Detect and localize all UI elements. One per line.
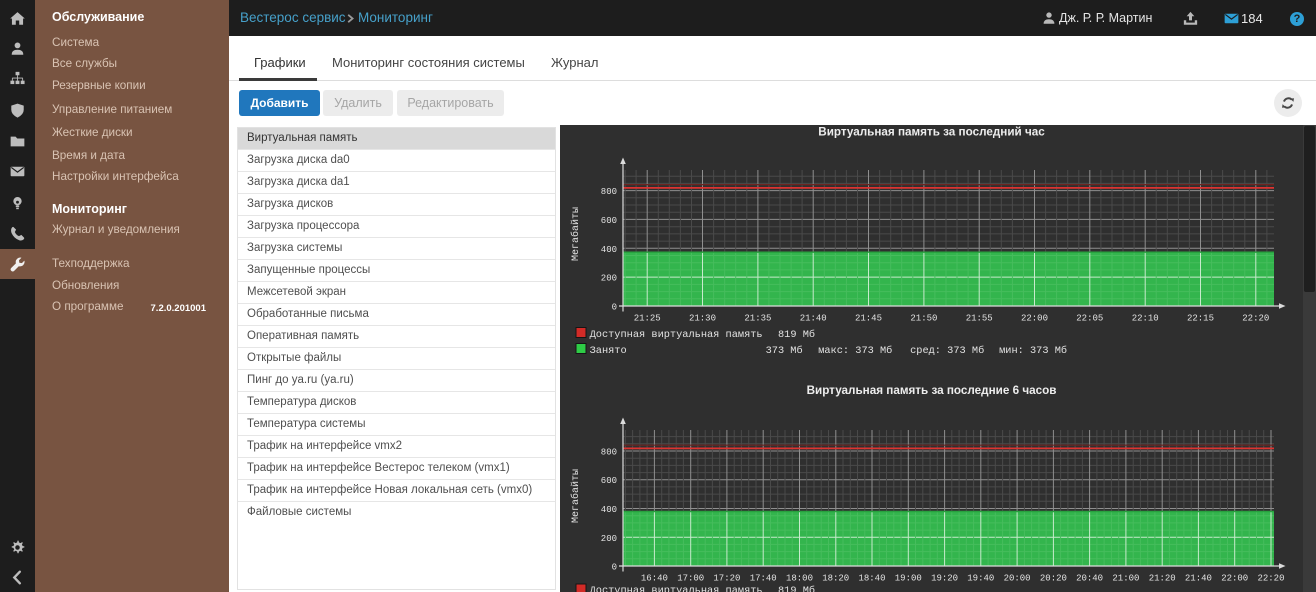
svg-text:Виртуальная память за последни: Виртуальная память за последние 6 часов [807,384,1057,397]
svg-text:Мегабайты: Мегабайты [569,207,582,261]
svg-text:819 Мб: 819 Мб [778,328,815,341]
svg-text:Доступная виртуальная память: Доступная виртуальная память [590,585,763,592]
svg-text:600: 600 [601,476,617,486]
svg-text:21:35: 21:35 [744,314,771,324]
svg-text:Занято: Занято [590,345,627,357]
svg-text:819 Мб: 819 Мб [778,584,815,592]
svg-text:17:00: 17:00 [677,574,704,584]
svg-text:16:40: 16:40 [641,574,668,584]
svg-text:22:00: 22:00 [1021,314,1048,324]
svg-text:600: 600 [601,216,617,226]
svg-text:21:45: 21:45 [855,314,882,324]
svg-text:200: 200 [601,534,617,544]
svg-text:22:00: 22:00 [1221,574,1248,584]
svg-text:0: 0 [612,563,617,573]
svg-text:22:05: 22:05 [1076,314,1103,324]
svg-text:200: 200 [601,274,617,284]
svg-text:20:00: 20:00 [1004,574,1031,584]
svg-text:18:00: 18:00 [786,574,813,584]
svg-text:22:20: 22:20 [1257,574,1284,584]
svg-text:21:25: 21:25 [634,314,661,324]
svg-text:18:20: 18:20 [822,574,849,584]
svg-text:800: 800 [601,187,617,197]
svg-text:22:20: 22:20 [1242,314,1269,324]
svg-text:макс: 373 Мб: макс: 373 Мб [818,344,892,357]
svg-text:19:20: 19:20 [931,574,958,584]
svg-text:мин: 373 Мб: мин: 373 Мб [999,344,1067,357]
svg-text:21:55: 21:55 [966,314,993,324]
svg-text:22:10: 22:10 [1132,314,1159,324]
svg-text:21:00: 21:00 [1112,574,1139,584]
svg-text:Виртуальная память за последни: Виртуальная память за последний час [818,126,1045,139]
svg-text:17:20: 17:20 [713,574,740,584]
svg-text:17:40: 17:40 [750,574,777,584]
svg-text:373 Мб: 373 Мб [766,344,803,357]
svg-text:Мегабайты: Мегабайты [569,469,582,523]
svg-text:21:40: 21:40 [1185,574,1212,584]
svg-text:сред: 373 Мб: сред: 373 Мб [910,344,984,357]
svg-text:400: 400 [601,505,617,515]
svg-text:19:40: 19:40 [967,574,994,584]
svg-text:21:20: 21:20 [1149,574,1176,584]
svg-text:Доступная виртуальная память: Доступная виртуальная память [590,329,763,341]
svg-text:22:15: 22:15 [1187,314,1214,324]
svg-text:0: 0 [612,303,617,313]
svg-text:19:00: 19:00 [895,574,922,584]
svg-text:21:40: 21:40 [800,314,827,324]
svg-text:18:40: 18:40 [858,574,885,584]
svg-text:20:40: 20:40 [1076,574,1103,584]
svg-text:21:30: 21:30 [689,314,716,324]
svg-text:20:20: 20:20 [1040,574,1067,584]
svg-text:800: 800 [601,448,617,458]
svg-text:21:50: 21:50 [910,314,937,324]
svg-text:400: 400 [601,245,617,255]
